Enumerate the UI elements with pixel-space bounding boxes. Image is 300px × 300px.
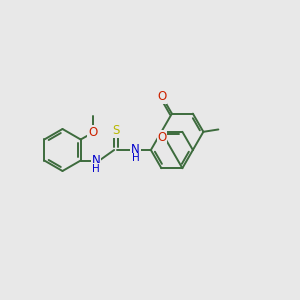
Text: H: H: [131, 153, 139, 163]
Text: S: S: [112, 124, 119, 137]
Text: N: N: [131, 143, 140, 157]
Text: H: H: [92, 164, 100, 174]
Text: O: O: [88, 126, 98, 139]
Text: N: N: [92, 154, 100, 167]
Text: O: O: [157, 131, 167, 144]
Text: O: O: [157, 90, 167, 103]
